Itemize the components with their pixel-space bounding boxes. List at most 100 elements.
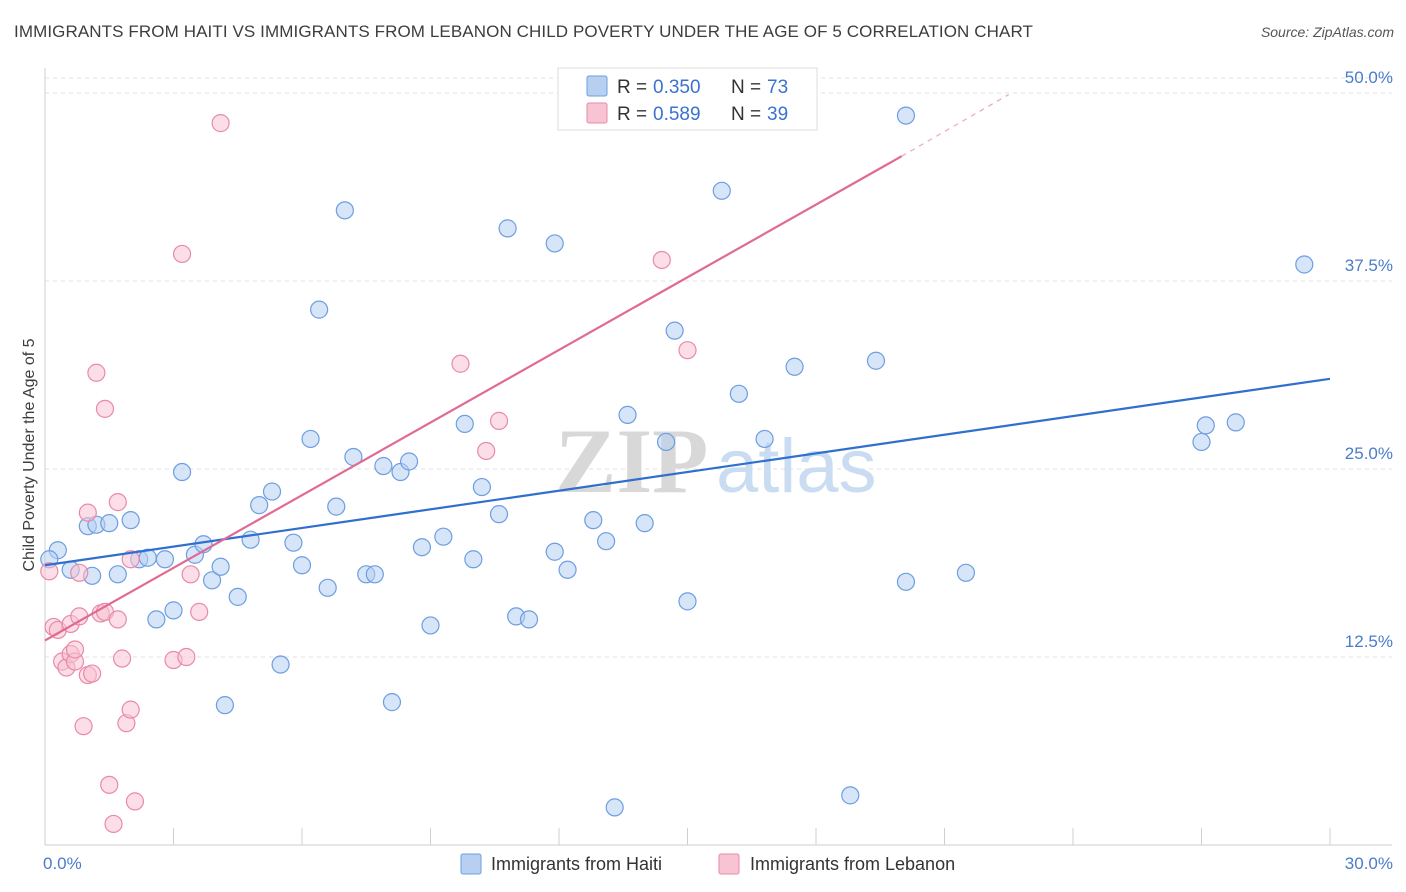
y-tick-label: 37.5% <box>1345 256 1393 275</box>
lebanon-point <box>121 550 140 569</box>
series-legend: Immigrants from Haiti Immigrants from Le… <box>460 853 955 875</box>
haiti-point <box>489 505 509 524</box>
haiti-point <box>866 351 886 370</box>
lebanon-point <box>678 341 697 360</box>
haiti-point <box>374 456 393 476</box>
y-tick-label: 50.0% <box>1345 68 1393 87</box>
watermark: ZIP atlas <box>555 410 877 512</box>
lebanon-point <box>104 814 123 834</box>
bottom-legend-swatch-haiti <box>460 853 482 875</box>
haiti-point <box>327 497 346 516</box>
x-tick-label: 0.0% <box>43 854 82 873</box>
haiti-point <box>656 432 676 452</box>
haiti-point <box>1295 255 1314 274</box>
lebanon-trend-extension <box>901 94 1010 157</box>
haiti-point <box>292 556 312 575</box>
haiti-point <box>545 234 564 253</box>
haiti-point <box>896 572 916 591</box>
haiti-point <box>250 496 269 515</box>
haiti-point <box>455 414 474 434</box>
lebanon-point <box>70 563 89 582</box>
gridlines <box>45 77 1392 658</box>
haiti-point <box>262 482 282 501</box>
lebanon-point <box>652 250 671 270</box>
haiti-point <box>597 532 616 551</box>
haiti-point <box>896 106 916 125</box>
watermark-atlas: atlas <box>716 424 877 509</box>
y-tick-label: 12.5% <box>1345 632 1393 651</box>
haiti-point <box>558 560 577 579</box>
lebanon-point <box>108 493 127 512</box>
haiti-point <box>412 538 432 557</box>
correlation-legend: R = 0.350 N = 73 R = 0.589 N = 39 <box>557 67 818 131</box>
x-tick-label: 30.0% <box>1345 854 1393 873</box>
haiti-point <box>472 477 491 497</box>
legend-lebanon-n-label: N = <box>731 104 761 125</box>
lebanon-trend-line <box>44 155 903 642</box>
haiti-point <box>310 300 329 319</box>
haiti-point <box>121 511 140 530</box>
legend-swatch-lebanon <box>586 102 608 124</box>
legend-haiti-n-label: N = <box>731 77 761 98</box>
haiti-point <box>665 321 684 340</box>
haiti-point <box>545 542 564 561</box>
haiti-point <box>318 578 337 597</box>
haiti-point <box>1192 432 1211 452</box>
haiti-point <box>100 514 119 533</box>
haiti-point <box>202 571 222 590</box>
haiti-point <box>678 592 697 611</box>
watermark-zip: ZIP <box>555 410 708 512</box>
haiti-point <box>335 201 354 220</box>
haiti-point <box>172 462 192 482</box>
legend-haiti-r-label: R = <box>617 77 647 98</box>
haiti-point <box>841 786 860 805</box>
chart-title: IMMIGRANTS FROM HAITI VS IMMIGRANTS FROM… <box>14 22 1034 41</box>
haiti-point <box>729 384 749 403</box>
haiti-point <box>365 565 384 584</box>
haiti-point <box>228 587 247 606</box>
lebanon-point <box>108 610 127 629</box>
haiti-point <box>434 527 453 546</box>
source-label: Source: ZipAtlas.com <box>1260 24 1394 40</box>
lebanon-point <box>177 647 196 667</box>
haiti-point <box>399 452 419 471</box>
haiti-point <box>519 610 539 629</box>
haiti-point <box>215 696 234 715</box>
lebanon-point <box>112 649 132 668</box>
lebanon-point <box>74 717 93 736</box>
lebanon-point <box>95 399 115 418</box>
legend-haiti-r-value: 0.350 <box>653 77 701 98</box>
lebanon-point <box>121 700 140 719</box>
haiti-point <box>498 219 517 238</box>
haiti-point <box>164 601 183 620</box>
lebanon-point <box>83 664 102 683</box>
haiti-point <box>284 533 303 552</box>
lebanon-point <box>65 640 85 659</box>
haiti-point <box>1196 416 1215 435</box>
bottom-legend-lebanon: Immigrants from Lebanon <box>750 854 955 874</box>
haiti-point <box>155 550 175 569</box>
axes: 12.5% 25.0% 37.5% 50.0% 0.0% 30.0% <box>43 68 1393 873</box>
trend-lines <box>44 94 1331 642</box>
lebanon-point <box>181 565 200 584</box>
haiti-point <box>956 563 976 582</box>
haiti-point <box>635 514 654 533</box>
lebanon-point <box>477 441 496 461</box>
bottom-legend-haiti: Immigrants from Haiti <box>491 854 662 874</box>
haiti-point <box>382 693 402 712</box>
haiti-point <box>618 405 637 424</box>
haiti-point <box>211 557 230 576</box>
haiti-point <box>421 616 440 635</box>
legend-lebanon-r-value: 0.589 <box>653 104 701 125</box>
lebanon-point <box>100 775 119 794</box>
haiti-point <box>755 429 774 449</box>
haiti-point <box>1226 413 1245 432</box>
legend-lebanon-r-label: R = <box>617 104 647 125</box>
legend-lebanon-n-value: 39 <box>767 104 788 125</box>
lebanon-point <box>40 562 59 581</box>
bottom-legend-swatch-lebanon <box>718 853 740 875</box>
haiti-point <box>271 655 290 674</box>
lebanon-point <box>172 244 192 264</box>
lebanon-point <box>489 411 509 430</box>
